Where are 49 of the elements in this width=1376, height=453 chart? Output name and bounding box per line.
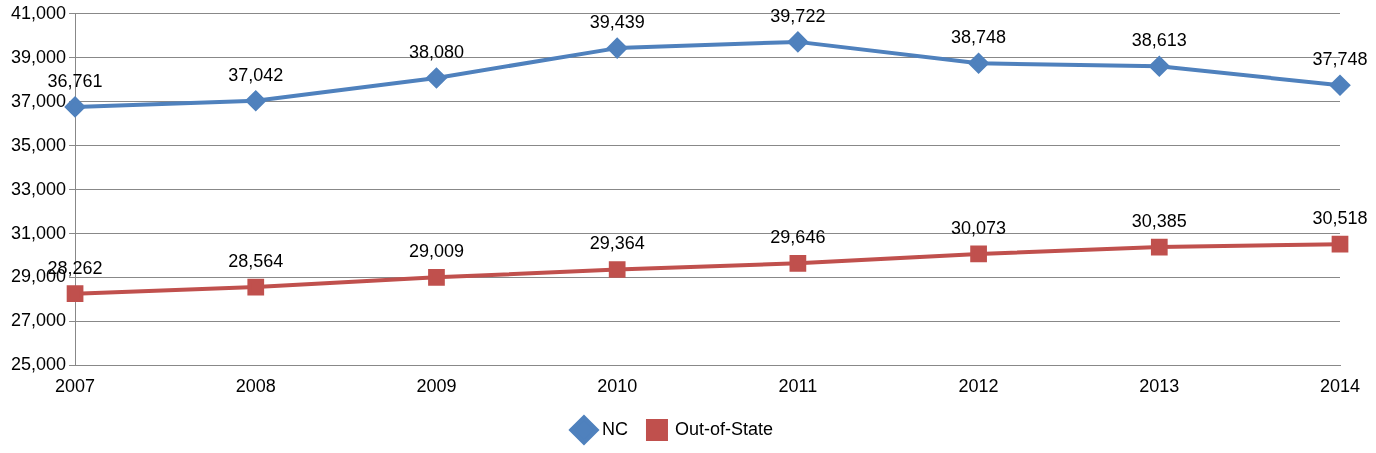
y-tick-label: 39,000	[10, 46, 67, 67]
y-tick-label: 37,000	[10, 90, 67, 111]
point	[1331, 235, 1349, 253]
data-label: 38,080	[408, 41, 464, 62]
x-tick-label: 2011	[778, 376, 818, 397]
data-label: 37,748	[1312, 49, 1368, 70]
point	[970, 245, 987, 263]
data-label: 30,518	[1312, 208, 1368, 229]
x-tick-label: 2009	[416, 376, 457, 397]
point	[608, 261, 626, 278]
x-tick-label: 2012	[958, 376, 999, 397]
point	[65, 96, 86, 117]
point	[607, 38, 628, 59]
data-label: 36,761	[47, 70, 103, 91]
legend-label: Out-of-State	[674, 418, 774, 439]
point	[789, 254, 807, 272]
data-label: 29,009	[408, 241, 464, 262]
point	[66, 285, 84, 303]
data-label: 39,439	[589, 12, 645, 33]
point	[245, 90, 266, 111]
y-tick-label: 31,000	[10, 222, 67, 243]
y-tick-label: 35,000	[10, 134, 67, 155]
data-label: 38,748	[951, 27, 1007, 48]
y-tick-label: 41,000	[10, 2, 67, 23]
y-tick-label: 33,000	[10, 178, 67, 199]
point	[1149, 56, 1170, 77]
point	[247, 278, 265, 296]
point	[426, 67, 447, 88]
point	[1150, 238, 1168, 256]
x-tick-label: 2007	[55, 376, 96, 397]
y-tick-label: 27,000	[10, 310, 67, 331]
data-label: 29,364	[589, 233, 645, 254]
data-label: 30,073	[951, 217, 1007, 238]
x-tick-label: 2014	[1319, 376, 1361, 397]
point	[968, 53, 989, 74]
point	[428, 268, 445, 286]
data-label: 38,613	[1131, 30, 1187, 51]
point	[787, 31, 808, 52]
data-label: 39,722	[770, 5, 826, 26]
data-label: 29,646	[770, 227, 826, 248]
x-tick-label: 2008	[235, 376, 276, 397]
point	[1330, 75, 1350, 96]
x-tick-label: 2010	[597, 376, 638, 397]
y-tick-label: 25,000	[10, 354, 67, 375]
x-tick-label: 2013	[1139, 376, 1180, 397]
data-label: 30,385	[1131, 211, 1187, 232]
data-label: 28,564	[228, 251, 284, 272]
data-label: 37,042	[228, 64, 284, 85]
legend-label: NC	[601, 418, 628, 439]
